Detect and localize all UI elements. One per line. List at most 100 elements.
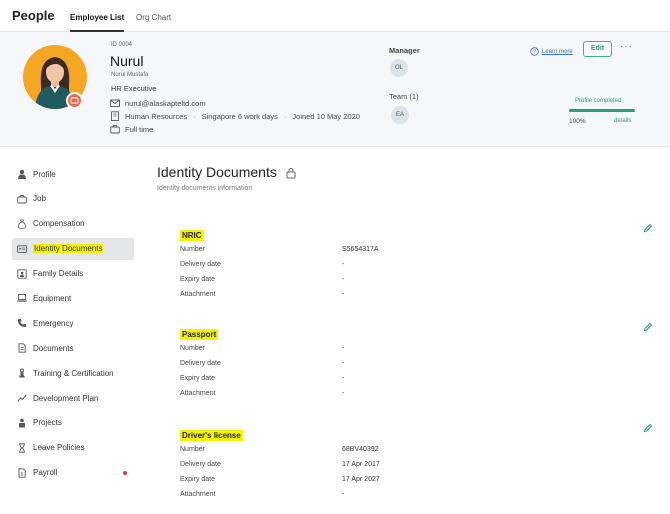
sidebar-item-equipment[interactable]: Equipment <box>12 287 134 309</box>
edit-button[interactable]: Edit <box>583 41 612 57</box>
sidebar-item-job[interactable]: Job <box>12 188 134 210</box>
profile-completion-percent: 100% <box>569 118 586 125</box>
sidebar-item-label: Training & Certification <box>33 368 114 378</box>
document-field-value: - <box>342 491 345 498</box>
document-field-value: - <box>342 276 345 283</box>
manager-label: Manager <box>389 46 420 55</box>
learn-more-link[interactable]: ? Learn more <box>530 47 573 56</box>
sidebar-item-label: Development Plan <box>33 393 99 403</box>
document-field-value: 17 Apr 2027 <box>342 476 380 483</box>
lock-icon <box>286 168 296 179</box>
document-title: Driver's license <box>180 430 243 441</box>
employment-type-row: Full time <box>110 124 153 134</box>
document-field-label: Attachment <box>180 491 216 498</box>
team-label: Team (1) <box>389 92 419 101</box>
person-icon <box>18 169 26 179</box>
edit-pencil-icon[interactable] <box>643 322 653 332</box>
document-field-label: Delivery date <box>180 261 221 268</box>
sidebar-item-training-certification[interactable]: Training & Certification <box>12 362 134 384</box>
payroll-icon: $ <box>18 468 26 478</box>
sidebar: Profile Job Compensation Identity Documents… <box>12 163 134 487</box>
sidebar-item-payroll[interactable]: $ Payroll <box>12 462 134 484</box>
document-field-value: 68BV40392 <box>342 446 379 453</box>
sidebar-item-label: Identity Documents <box>33 244 104 254</box>
department-row: Human Resources · Singapore 6 work days … <box>110 111 360 121</box>
separator: · <box>283 111 287 121</box>
sidebar-item-label: Compensation <box>33 219 85 229</box>
briefcase-icon <box>17 195 27 204</box>
hourglass-icon <box>19 443 25 453</box>
laptop-icon <box>17 294 27 303</box>
edit-pencil-icon[interactable] <box>643 223 653 233</box>
document-field-value: - <box>342 291 345 298</box>
edit-pencil-icon[interactable] <box>643 423 653 433</box>
employee-id: ID 0004 <box>111 42 133 48</box>
document-field-label: Expiry date <box>180 476 216 483</box>
profile-completion-bar <box>569 109 635 112</box>
sidebar-item-label: Job <box>33 194 46 204</box>
building-icon <box>111 111 119 121</box>
sidebar-item-identity-documents[interactable]: Identity Documents <box>12 237 134 260</box>
chart-icon <box>17 394 27 402</box>
briefcase-icon <box>110 125 120 134</box>
sidebar-item-label: Documents <box>33 343 74 353</box>
sidebar-item-projects[interactable]: Projects <box>12 412 134 434</box>
sidebar-item-profile[interactable]: Profile <box>12 163 134 185</box>
document-field-value: - <box>342 360 345 367</box>
id-card-icon <box>17 245 27 253</box>
sidebar-item-label: Family Details <box>33 269 84 279</box>
document-field-label: Delivery date <box>180 461 221 468</box>
document-field-label: Number <box>180 446 205 453</box>
sidebar-item-family-details[interactable]: Family Details <box>12 263 134 285</box>
document-field-label: Number <box>180 345 205 352</box>
sidebar-item-compensation[interactable]: Compensation <box>12 213 134 235</box>
tab-employee-list[interactable]: Employee List <box>70 13 125 32</box>
document-field-value: - <box>342 390 345 397</box>
notification-dot <box>123 470 127 475</box>
sidebar-item-label: Emergency <box>33 318 74 328</box>
department-text: Human Resources <box>125 111 188 121</box>
projects-icon <box>19 418 25 428</box>
avatar-badge-icon <box>66 92 83 109</box>
profile-completed-label: Profile completed <box>575 98 622 104</box>
profile-completion-fill <box>569 109 635 112</box>
document-field-label: Attachment <box>180 390 216 397</box>
tab-org-chart[interactable]: Org Chart <box>136 13 172 22</box>
avatar[interactable] <box>23 45 87 109</box>
sidebar-item-label: Projects <box>33 418 62 428</box>
svg-text:$: $ <box>21 471 24 476</box>
document-field-value: - <box>342 261 345 268</box>
sidebar-item-emergency[interactable]: Emergency <box>12 312 134 334</box>
mail-icon <box>110 99 120 107</box>
more-options-icon[interactable]: ··· <box>620 41 633 52</box>
profile-completion-details-link[interactable]: details <box>614 118 632 124</box>
document-title: NRIC <box>180 230 204 241</box>
sidebar-item-development-plan[interactable]: Development Plan <box>12 387 134 409</box>
avatar-illustration <box>35 57 75 109</box>
manager-avatar[interactable]: OL <box>390 59 408 77</box>
email-row: nurul@alaskapteltd.com <box>110 98 206 108</box>
page-title: Identity Documents <box>157 164 277 180</box>
profile-header: ID 0004 Nurul Nurul Mustafa HR Executive… <box>0 32 670 147</box>
team-member-avatar[interactable]: EA <box>391 106 409 124</box>
document-field-label: Attachment <box>180 291 216 298</box>
document-field-label: Delivery date <box>180 360 221 367</box>
learn-more-text: Learn more <box>542 48 573 55</box>
document-field-value: 17 Apr 2017 <box>342 461 380 468</box>
email-text[interactable]: nurul@alaskapteltd.com <box>125 98 206 108</box>
employee-name: Nurul <box>110 53 144 69</box>
document-field-value: - <box>342 345 345 352</box>
document-title-text: Driver's license <box>180 430 243 441</box>
employee-full-name: Nurul Mustafa <box>111 72 149 78</box>
svg-text:?: ? <box>533 50 536 56</box>
employment-type-text: Full time <box>125 124 154 134</box>
document-field-value: S5654317A <box>342 246 379 253</box>
phone-icon <box>18 319 26 328</box>
employee-position: HR Executive <box>111 84 157 93</box>
document-field-label: Number <box>180 246 205 253</box>
certificate-icon <box>19 368 25 378</box>
sidebar-item-documents[interactable]: Documents <box>12 337 134 359</box>
sidebar-item-leave-policies[interactable]: Leave Policies <box>12 437 134 459</box>
document-title: Passport <box>180 329 219 340</box>
sidebar-item-label: Equipment <box>33 293 72 303</box>
